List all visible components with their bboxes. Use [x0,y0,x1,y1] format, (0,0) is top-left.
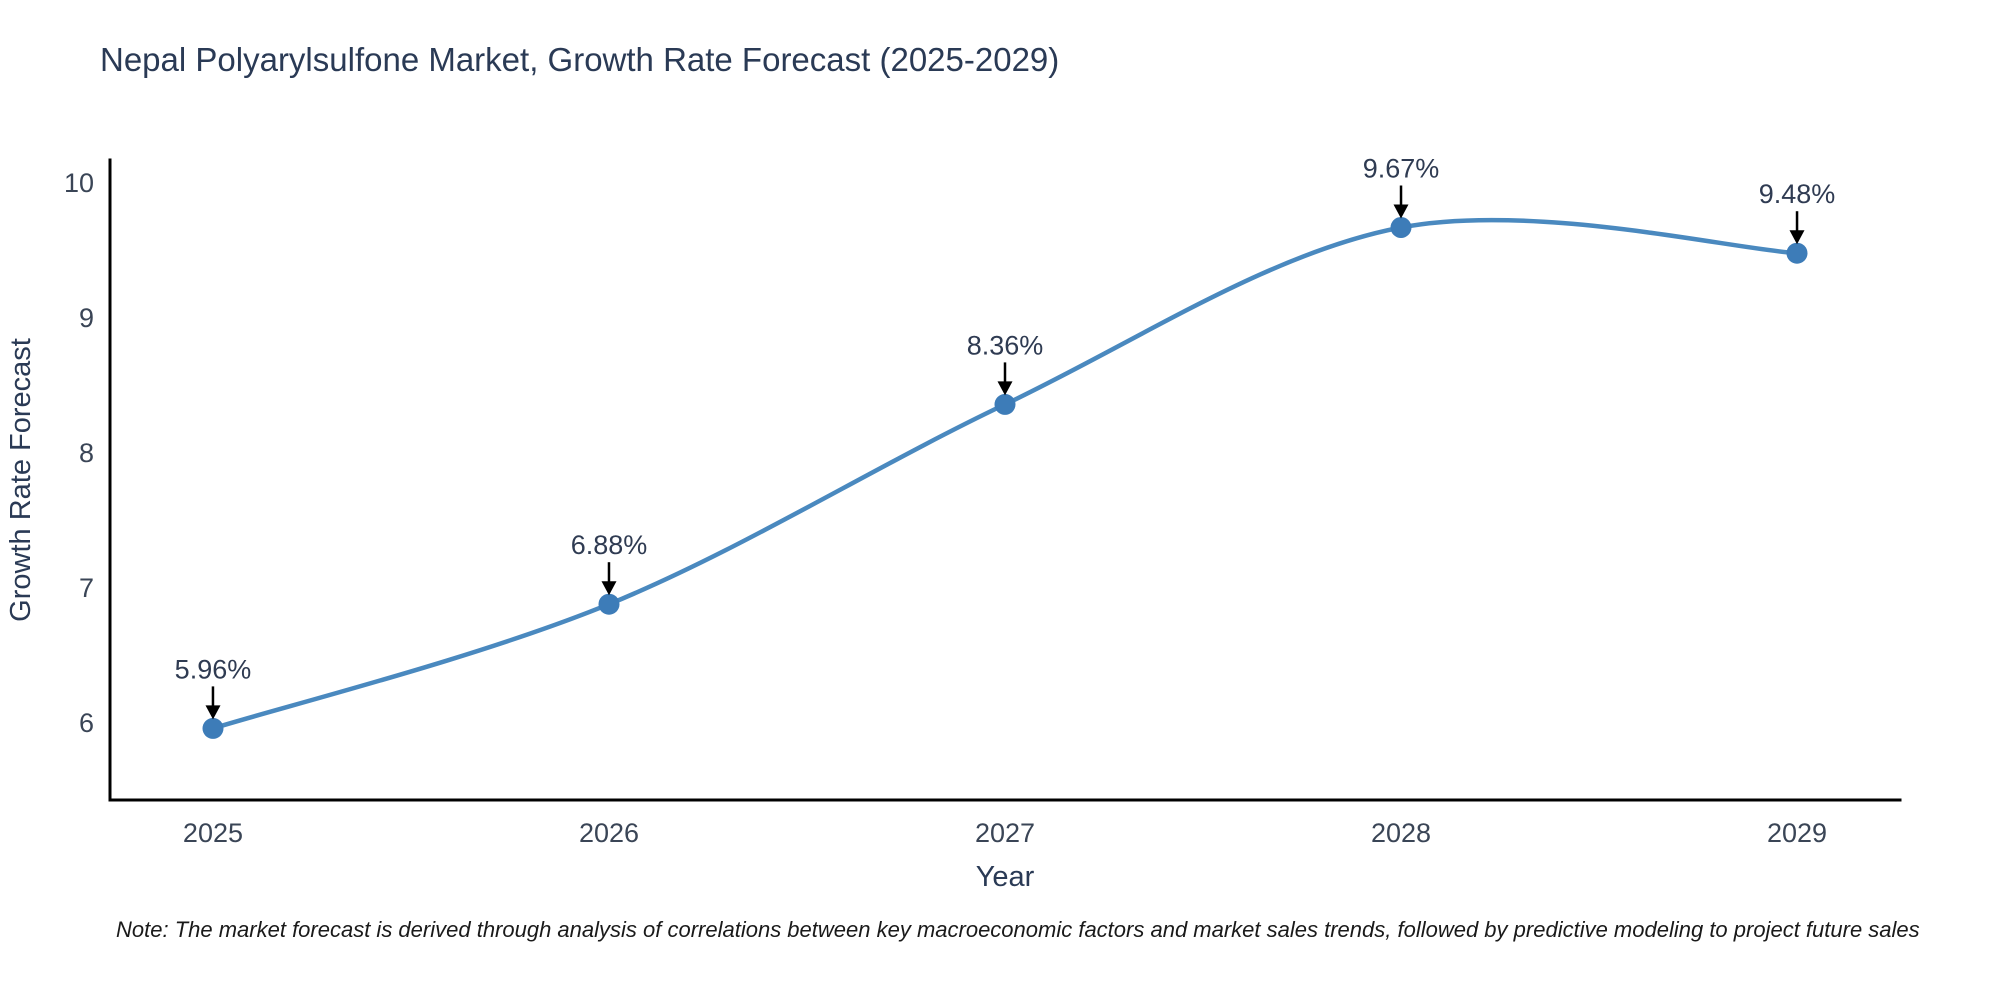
annotation-arrow-head [205,705,221,720]
annotation-arrow-head [1393,204,1409,219]
data-point-2027 [994,393,1016,415]
data-point-2025 [202,717,224,739]
x-tick-2028: 2028 [1371,818,1431,848]
data-point-2026 [598,593,620,615]
data-label-2025: 5.96% [175,654,252,684]
y-tick-9: 9 [79,303,94,333]
data-label-2026: 6.88% [571,530,648,560]
y-tick-6: 6 [79,708,94,738]
data-point-2029 [1786,242,1808,264]
x-tick-2027: 2027 [975,818,1035,848]
y-tick-10: 10 [64,168,94,198]
x-axis-title: Year [976,861,1035,893]
chart-title: Nepal Polyarylsulfone Market, Growth Rat… [100,41,1060,78]
data-label-2027: 8.36% [967,330,1044,360]
y-tick-7: 7 [79,573,94,603]
data-label-2028: 9.67% [1363,154,1440,184]
data-point-2028 [1390,217,1412,238]
footnote: Note: The market forecast is derived thr… [116,917,1920,942]
annotation-arrow-head [997,381,1013,396]
y-tick-8: 8 [79,438,94,468]
x-tick-2025: 2025 [183,818,243,848]
annotation-arrow-head [1789,230,1805,245]
data-label-2029: 9.48% [1759,179,1836,209]
trend-line [210,217,1800,731]
x-tick-2029: 2029 [1767,818,1827,848]
x-tick-2026: 2026 [579,818,639,848]
annotation-arrow-head [601,581,617,596]
axis-spines [108,158,1902,802]
y-axis-title: Growth Rate Forecast [5,338,37,622]
